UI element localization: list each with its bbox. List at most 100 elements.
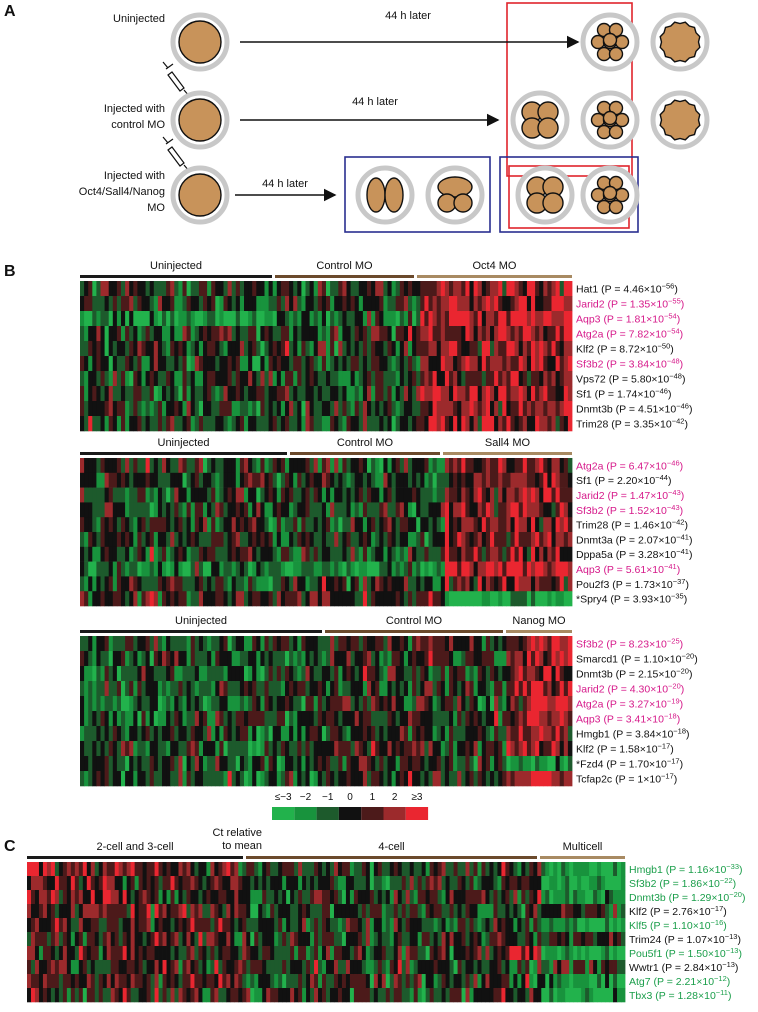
heat-cell bbox=[88, 356, 93, 372]
heat-cell bbox=[112, 458, 118, 474]
heat-cell bbox=[223, 561, 228, 577]
heat-cell bbox=[461, 487, 466, 503]
heat-cell bbox=[74, 904, 80, 919]
heat-cell bbox=[218, 988, 223, 1003]
heat-cell bbox=[346, 416, 351, 432]
heat-cell bbox=[266, 932, 271, 947]
heat-cell bbox=[92, 356, 97, 372]
heat-cell bbox=[318, 862, 323, 877]
heat-cell bbox=[50, 890, 56, 905]
heat-cell bbox=[559, 666, 565, 682]
heat-cell bbox=[153, 711, 159, 727]
heat-cell bbox=[100, 591, 105, 607]
heat-cell bbox=[206, 918, 211, 933]
heat-cell bbox=[481, 771, 487, 787]
heat-cell bbox=[305, 532, 310, 548]
heat-cell bbox=[330, 458, 335, 474]
heat-cell bbox=[264, 666, 269, 682]
heat-cell bbox=[186, 876, 191, 891]
heat-cell bbox=[399, 771, 405, 787]
heat-cell bbox=[34, 876, 40, 891]
heat-cell bbox=[314, 862, 319, 877]
heat-cell bbox=[293, 532, 298, 548]
heat-cell bbox=[494, 546, 499, 562]
heat-cell bbox=[403, 326, 409, 342]
heat-cell bbox=[399, 651, 405, 667]
heat-cell bbox=[190, 296, 196, 312]
heat-cell bbox=[244, 741, 249, 757]
heat-cell bbox=[293, 502, 298, 518]
heat-cell bbox=[395, 296, 401, 312]
heat-cell bbox=[198, 904, 203, 919]
heat-cell bbox=[258, 904, 263, 919]
heat-cell bbox=[490, 517, 495, 533]
heat-cell bbox=[149, 726, 155, 742]
heat-cell bbox=[231, 771, 237, 787]
heat-cell bbox=[210, 946, 215, 961]
heat-cell bbox=[465, 416, 470, 432]
heat-cell bbox=[387, 696, 392, 712]
heat-cell bbox=[170, 636, 175, 652]
heat-cell bbox=[121, 517, 126, 533]
heat-cell bbox=[100, 341, 105, 357]
heat-cell bbox=[567, 472, 573, 488]
gene-text-end: ) bbox=[681, 299, 685, 311]
heat-cell bbox=[457, 756, 462, 772]
heat-cell bbox=[399, 532, 405, 548]
heat-cell bbox=[481, 561, 487, 577]
heat-cell bbox=[203, 666, 208, 682]
heat-cell bbox=[162, 401, 167, 417]
heat-cell bbox=[481, 472, 487, 488]
heat-cell bbox=[30, 932, 36, 947]
heat-cell bbox=[514, 756, 520, 772]
heat-cell bbox=[34, 946, 40, 961]
heat-cell bbox=[362, 561, 368, 577]
heat-cell bbox=[268, 651, 274, 667]
heat-cell bbox=[412, 561, 417, 577]
heat-cell bbox=[543, 487, 548, 503]
heat-cell bbox=[337, 960, 343, 975]
gene-text: Klf2 (P = 8.72×10 bbox=[576, 344, 658, 356]
heat-cell bbox=[547, 311, 552, 327]
heat-cell bbox=[223, 371, 228, 387]
heat-cell bbox=[230, 904, 235, 919]
heat-cell bbox=[354, 741, 360, 757]
heat-cell bbox=[461, 876, 466, 891]
heat-cell bbox=[330, 371, 335, 387]
heat-cell bbox=[215, 771, 220, 787]
heat-cell bbox=[539, 576, 544, 592]
heat-cell bbox=[219, 517, 224, 533]
heat-cell bbox=[526, 356, 532, 372]
heat-cell bbox=[121, 726, 126, 742]
heat-cell bbox=[170, 356, 175, 372]
heat-cell bbox=[440, 386, 446, 402]
heat-cell bbox=[531, 532, 536, 548]
heat-cell bbox=[238, 974, 243, 989]
heat-cell bbox=[421, 988, 427, 1003]
heat-cell bbox=[559, 296, 565, 312]
heat-cell bbox=[354, 561, 360, 577]
heat-cell bbox=[166, 932, 171, 947]
heat-cell bbox=[338, 591, 343, 607]
heat-cell bbox=[535, 696, 540, 712]
heat-cell bbox=[116, 771, 122, 787]
heat-cell bbox=[337, 946, 343, 961]
heat-cell bbox=[461, 356, 466, 372]
heat-cell bbox=[285, 401, 290, 417]
heat-cell bbox=[395, 726, 401, 742]
heat-cell bbox=[547, 636, 552, 652]
heat-cell bbox=[490, 741, 495, 757]
heat-cell bbox=[318, 904, 323, 919]
heat-cell bbox=[379, 696, 384, 712]
heat-cell bbox=[178, 281, 183, 297]
heat-cell bbox=[420, 281, 425, 297]
heat-cell bbox=[341, 988, 347, 1003]
heat-cell bbox=[453, 591, 458, 607]
heat-cell bbox=[395, 326, 401, 342]
heat-cell bbox=[70, 932, 76, 947]
heat-cell bbox=[190, 281, 196, 297]
heat-cell bbox=[306, 932, 311, 947]
heat-cell bbox=[272, 561, 278, 577]
heat-cell bbox=[158, 932, 163, 947]
heat-cell bbox=[149, 651, 155, 667]
